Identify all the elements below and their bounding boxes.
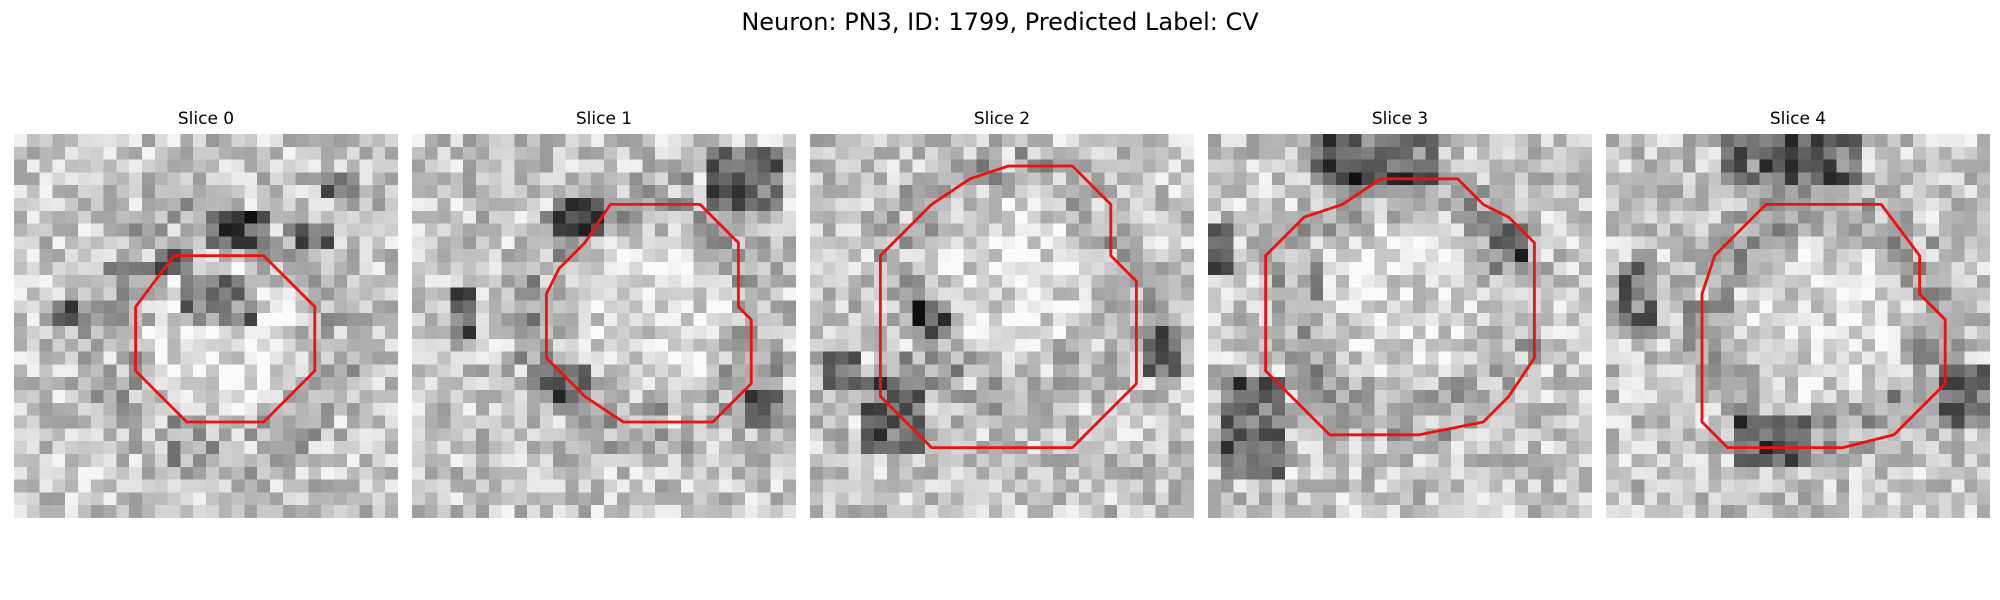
slice-title: Slice 2 (973, 109, 1031, 129)
slice-image (810, 134, 1194, 518)
slice-title: Slice 1 (575, 109, 633, 129)
slice-image (1606, 134, 1990, 518)
slice-pixels (1606, 134, 1990, 518)
slice-pixels (412, 134, 796, 518)
slice-title: Slice 4 (1769, 109, 1827, 129)
soma-contour (1700, 202, 1947, 450)
slice-pixels (1208, 134, 1592, 518)
slice-pixels (810, 134, 1194, 518)
slice-image (1208, 134, 1592, 518)
slice-image (412, 134, 796, 518)
soma-contour (1264, 177, 1536, 437)
slice-image (14, 134, 398, 518)
slice-title: Slice 0 (177, 109, 235, 129)
soma-contour (544, 202, 753, 424)
slice-pixels (14, 134, 398, 518)
slice-title: Slice 3 (1371, 109, 1429, 129)
figure-title: Neuron: PN3, ID: 1799, Predicted Label: … (741, 8, 1259, 36)
soma-contour (878, 164, 1138, 450)
soma-contour (134, 254, 317, 424)
